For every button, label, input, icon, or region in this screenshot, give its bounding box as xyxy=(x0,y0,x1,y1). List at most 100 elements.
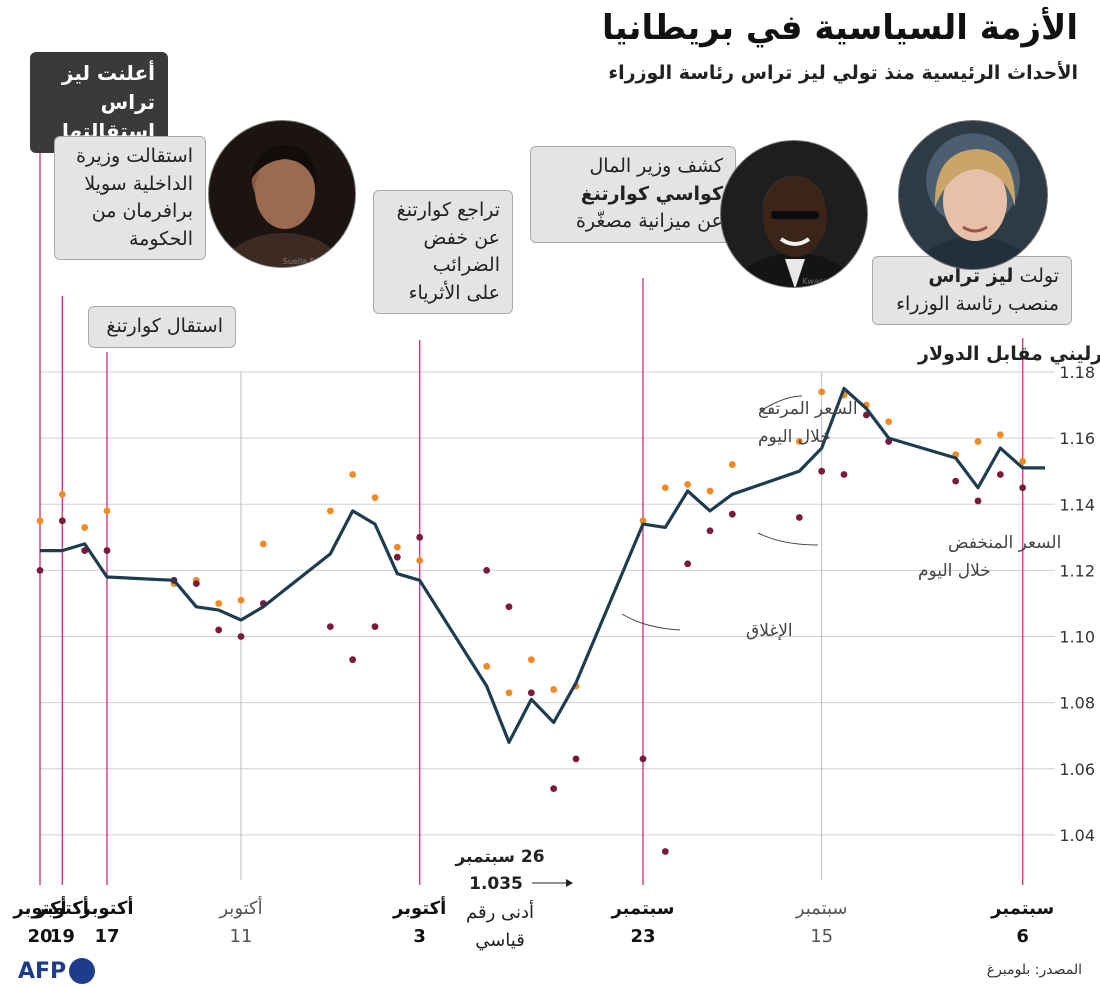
event-line: الداخلية سويلا xyxy=(84,172,193,195)
truss-photo: Liz Truss xyxy=(898,120,1048,270)
high-dot xyxy=(684,481,692,488)
y-tick-label: 1.16 xyxy=(1059,429,1095,448)
high-dot xyxy=(237,596,245,604)
x-tick-month: أكتوبر xyxy=(392,896,446,919)
low-dot xyxy=(974,497,982,505)
event-lines-layer xyxy=(39,146,1024,885)
low-dot xyxy=(661,848,669,855)
low-dot xyxy=(371,623,379,631)
low-dot xyxy=(572,755,580,763)
high-dot xyxy=(818,388,826,396)
low-dot xyxy=(728,510,736,518)
event-tax-reversal: تراجع كوارتنغ عن خفض الضرائب على الأثريا… xyxy=(373,190,513,315)
low-dot xyxy=(952,477,960,485)
source-note: المصدر: بلومبرغ xyxy=(986,962,1082,978)
x-tick-month: سبتمبر xyxy=(795,898,848,919)
high-dot xyxy=(728,461,736,468)
record-low-caption: أدنى رقم xyxy=(466,900,534,923)
low-dot xyxy=(505,603,513,611)
x-tick-month: أكتوبر xyxy=(12,896,66,919)
close-price-line xyxy=(40,386,1045,744)
braverman-photo: Suella Braverman xyxy=(208,120,356,268)
event-line: استقالت وزيرة xyxy=(76,145,193,167)
low-dot xyxy=(416,533,424,541)
low-dot xyxy=(795,514,803,521)
page-subtitle: الأحداث الرئيسية منذ تولي ليز تراس رئاسة… xyxy=(608,62,1078,84)
low-dot xyxy=(103,547,111,554)
y-tick-label: 1.10 xyxy=(1059,628,1095,647)
x-tick-month: أكتوبر xyxy=(35,896,89,919)
high-annotation-leader xyxy=(761,395,803,411)
portrait-figure xyxy=(913,149,1035,269)
event-line: أعلنت ليز تراس xyxy=(61,61,155,114)
event-line: تولت xyxy=(1013,265,1059,287)
high-dot xyxy=(58,490,66,498)
y-tick-label: 1.08 xyxy=(1059,694,1095,713)
low-dot xyxy=(840,471,848,478)
low-dot xyxy=(706,527,714,535)
high-dot xyxy=(81,524,89,531)
photo-caption: Kwasi Kwarteng xyxy=(802,277,866,286)
chart-title: الجنيه الاسترليني مقابل الدولار xyxy=(917,343,1100,365)
x-tick-month: أكتوبر xyxy=(79,896,133,919)
event-line: تراجع كوارتنغ xyxy=(396,199,500,221)
high-dot xyxy=(36,517,44,525)
low-dot xyxy=(349,656,357,664)
y-tick-label: 1.04 xyxy=(1059,826,1095,845)
event-line: برافرمان من xyxy=(91,200,193,223)
high-dot xyxy=(661,484,669,492)
event-line: عن خفض xyxy=(423,226,500,249)
high-dot xyxy=(996,431,1004,439)
x-tick-day: 23 xyxy=(630,926,655,947)
low-dot xyxy=(393,553,401,561)
low-dot xyxy=(1019,484,1027,492)
high-annotation: السعر المرتفع xyxy=(758,399,858,419)
event-line: الضرائب xyxy=(432,254,500,277)
y-tick-label: 1.14 xyxy=(1059,495,1095,514)
x-tick-month: أكتوبر xyxy=(218,896,262,919)
low-dot xyxy=(527,689,535,697)
low-dot xyxy=(818,467,826,475)
event-line: منصب رئاسة الوزراء xyxy=(896,292,1059,315)
high-dot xyxy=(215,600,223,607)
photo-caption: Liz Truss xyxy=(1012,259,1046,268)
high-dot xyxy=(349,471,357,478)
event-name: كواسي كوارتنغ xyxy=(580,182,723,205)
high-dot xyxy=(393,543,401,551)
close-annotation: الإغلاق xyxy=(746,621,793,641)
event-line: عن ميزانية مصغّرة xyxy=(575,210,723,233)
high-dot xyxy=(371,494,379,502)
low-dot xyxy=(215,626,223,634)
record-low-value: 1.035 xyxy=(469,874,523,894)
low-dot xyxy=(483,567,491,574)
high-dot xyxy=(527,656,535,664)
grid-layer xyxy=(40,371,1055,880)
event-mini-budget: كشف وزير المال كواسي كوارتنغ عن ميزانية … xyxy=(530,146,736,243)
high-dot xyxy=(974,438,982,445)
x-tick-day: 17 xyxy=(94,926,119,947)
x-tick-month: سبتمبر xyxy=(610,898,674,919)
low-dot xyxy=(36,567,44,574)
x-tick-day: 6 xyxy=(1016,926,1029,947)
low-annotation-leader xyxy=(757,532,819,546)
event-name: ليز تراس xyxy=(928,265,1014,287)
low-dot xyxy=(192,580,200,588)
high-annotation: خلال اليوم xyxy=(758,427,831,447)
high-dot xyxy=(795,438,803,445)
page-title: الأزمة السياسية في بريطانيا xyxy=(602,8,1078,48)
high-dot xyxy=(416,557,424,564)
low-dot xyxy=(326,623,334,631)
x-tick-day: 15 xyxy=(810,926,833,947)
x-tick-day: 19 xyxy=(50,926,75,947)
low-dot xyxy=(550,785,558,793)
afp-logo: AFP xyxy=(18,958,96,984)
high-dot xyxy=(259,540,267,548)
high-dot xyxy=(639,517,647,525)
dots-layer xyxy=(36,388,1027,855)
record-low-arrowhead xyxy=(566,879,573,887)
high-dot xyxy=(550,686,558,693)
portrait-figure xyxy=(733,177,857,287)
portrait-figure xyxy=(223,144,343,267)
x-tick-day: 20 xyxy=(27,926,52,947)
